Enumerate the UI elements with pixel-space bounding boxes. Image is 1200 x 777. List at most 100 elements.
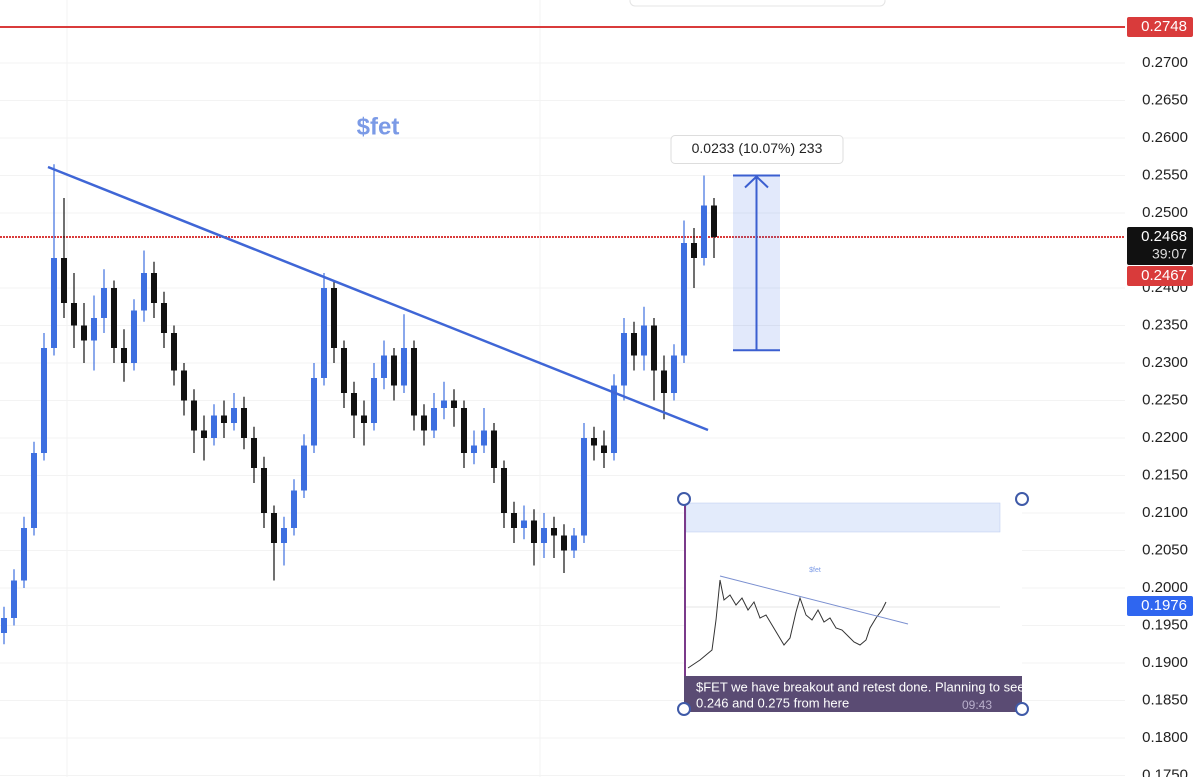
candle-body	[361, 415, 367, 423]
candle-body	[1, 618, 7, 633]
price-label: 0.2748	[1141, 18, 1187, 35]
y-tick-label: 0.1750	[1142, 766, 1188, 777]
candle-body	[141, 273, 147, 311]
candle-body	[221, 415, 227, 423]
y-tick-label: 0.2200	[1142, 429, 1188, 446]
grid	[0, 0, 1125, 777]
measure-label-box	[670, 135, 844, 164]
candle-body	[511, 513, 517, 528]
candle-body	[431, 408, 437, 431]
candle-body	[331, 288, 337, 348]
candle-body	[451, 400, 457, 408]
price-label-box	[1127, 266, 1193, 286]
candle-body	[291, 490, 297, 528]
inset-bg	[684, 499, 1022, 709]
candle-body	[481, 430, 487, 446]
candle-body	[661, 370, 667, 393]
candle-body	[171, 333, 177, 371]
price-label-box	[1127, 17, 1193, 37]
candle-body	[551, 528, 557, 536]
candle-body	[91, 318, 97, 341]
candle-body	[111, 288, 117, 348]
candle-body	[61, 258, 67, 303]
candle-body	[181, 370, 187, 401]
candle-body	[401, 348, 407, 386]
candle-body	[41, 348, 47, 453]
candle-body	[301, 445, 307, 491]
inset-title: $fet	[809, 567, 821, 574]
y-tick-label: 0.2350	[1142, 316, 1188, 333]
y-tick-label: 0.2150	[1142, 466, 1188, 483]
candle-body	[441, 400, 447, 408]
handle[interactable]	[1015, 492, 1029, 506]
lines	[0, 26, 1125, 238]
candle-body	[671, 355, 677, 393]
y-tick-label: 0.2700	[1142, 54, 1188, 71]
candle-body	[621, 333, 627, 386]
chart-title: $fet	[357, 113, 400, 140]
inset-trendline	[719, 575, 909, 625]
candle-body	[21, 528, 27, 581]
handle[interactable]	[677, 492, 691, 506]
candle-body	[131, 310, 137, 363]
candle-body	[521, 520, 527, 528]
message-line: $FET we have breakout and retest done. P…	[696, 679, 1025, 694]
trendline	[47, 165, 709, 432]
y-tick-label: 0.1850	[1142, 691, 1188, 708]
candle-body	[311, 378, 317, 446]
candle-body	[711, 205, 717, 237]
y-tick-label: 0.2650	[1142, 91, 1188, 108]
y-tick-label: 0.2550	[1142, 166, 1188, 183]
axis-bg	[1125, 0, 1200, 777]
candle-body	[471, 445, 477, 453]
y-tick-label: 0.2000	[1142, 579, 1188, 596]
y-tick-label: 0.2300	[1142, 354, 1188, 371]
message-time: 09:43	[962, 698, 992, 712]
candle-body	[281, 528, 287, 543]
candle-body	[351, 393, 357, 416]
candle-body	[211, 415, 217, 438]
candle-body	[381, 355, 387, 378]
candle-body	[121, 348, 127, 363]
candle-body	[251, 438, 257, 468]
handle[interactable]	[1015, 702, 1029, 716]
candle-body	[51, 258, 57, 348]
candle-body	[491, 430, 497, 468]
candle-body	[631, 333, 637, 356]
candle-body	[591, 438, 597, 446]
candle-body	[651, 325, 657, 371]
y-tick-label: 0.1900	[1142, 654, 1188, 671]
candle-body	[271, 513, 277, 543]
candle-body	[101, 288, 107, 318]
price-axis: 0.27000.26500.26000.25500.25000.24000.23…	[1125, 0, 1200, 777]
price-label: 0.2467	[1141, 267, 1187, 284]
y-tick-label: 0.1800	[1142, 729, 1188, 746]
price-label: 0.2468	[1141, 228, 1187, 245]
price-label-box	[1127, 227, 1193, 265]
measure-label: 0.0233 (10.07%) 233	[692, 140, 823, 156]
candle-body	[31, 453, 37, 528]
message-bar	[684, 676, 1022, 712]
candle-body	[371, 378, 377, 423]
candle-body	[151, 273, 157, 303]
candle-body	[241, 408, 247, 438]
candle-body	[581, 438, 587, 536]
candle-body	[681, 243, 687, 356]
y-tick-label: 0.2050	[1142, 541, 1188, 558]
candle-body	[541, 528, 547, 543]
candle-body	[611, 385, 617, 453]
inset-price	[687, 579, 887, 669]
top-popup	[629, 0, 886, 7]
measure: 0.0233 (10.07%) 233	[670, 135, 844, 352]
y-tick-label: 0.1950	[1142, 616, 1188, 633]
handle[interactable]	[677, 702, 691, 716]
candle-body	[391, 355, 397, 386]
y-tick-label: 0.2500	[1142, 204, 1188, 221]
candle-body	[261, 468, 267, 513]
candle-body	[421, 415, 427, 431]
candle-body	[191, 400, 197, 431]
inset: $fet $FET we have breakout and retest do…	[677, 492, 1029, 716]
candle-body	[71, 303, 77, 326]
candle-body	[601, 445, 607, 453]
